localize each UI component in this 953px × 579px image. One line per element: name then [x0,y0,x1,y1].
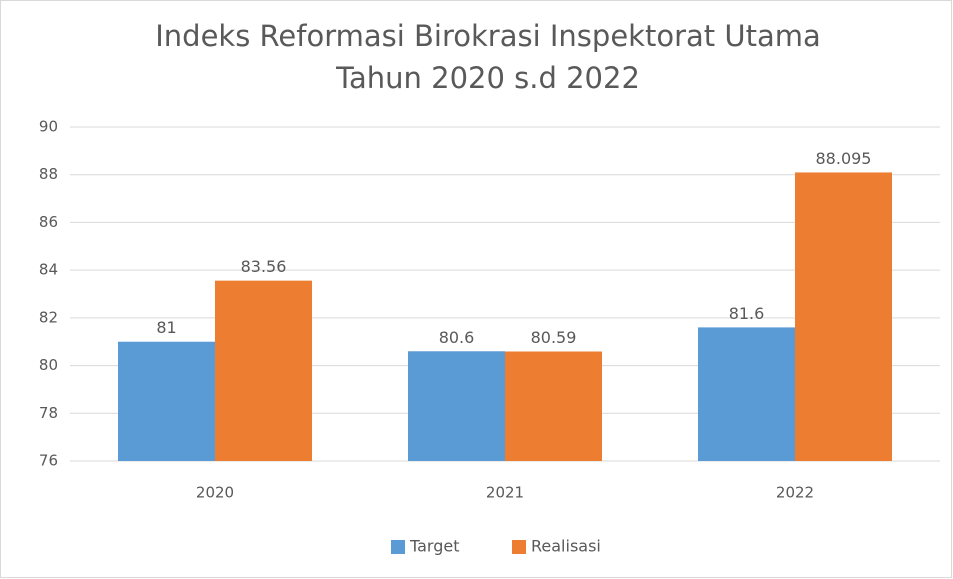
chart-title: Indeks Reformasi Birokrasi Inspektorat U… [155,19,821,53]
bar [408,351,505,461]
legend-swatch [512,540,526,554]
y-tick-label: 80 [39,356,58,374]
x-tick-label: 2022 [776,484,814,502]
chart-subtitle: Tahun 2020 s.d 2022 [335,61,640,95]
legend-swatch [391,540,405,554]
y-tick-label: 86 [39,213,58,231]
data-label: 80.59 [531,328,577,347]
bar [795,172,892,461]
bar [215,280,312,461]
y-tick-label: 78 [39,404,58,422]
data-label: 83.56 [241,257,287,276]
data-label: 81 [156,318,176,337]
data-label: 88.095 [816,149,872,168]
bar [505,351,602,461]
legend-label: Target [409,537,460,556]
x-tick-label: 2020 [196,484,234,502]
x-tick-label: 2021 [486,484,524,502]
y-tick-label: 76 [39,452,58,470]
y-tick-label: 82 [39,308,58,326]
bar [698,327,795,461]
bar [118,341,215,461]
data-label: 81.6 [729,304,765,323]
legend-label: Realisasi [531,537,601,556]
y-tick-label: 88 [39,165,58,183]
data-label: 80.6 [439,328,475,347]
y-tick-label: 90 [39,118,58,136]
y-tick-label: 84 [39,261,58,279]
